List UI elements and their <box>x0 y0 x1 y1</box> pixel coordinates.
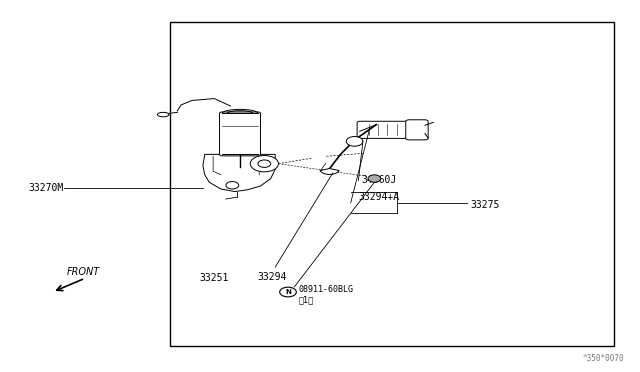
Text: 33270M: 33270M <box>29 183 64 193</box>
FancyBboxPatch shape <box>406 120 428 140</box>
Circle shape <box>226 182 239 189</box>
Circle shape <box>258 160 271 167</box>
Text: 33294: 33294 <box>257 272 287 282</box>
Wedge shape <box>320 169 339 174</box>
Text: FRONT: FRONT <box>67 267 100 276</box>
Bar <box>170 22 614 346</box>
Text: N: N <box>285 289 291 295</box>
Text: 34360J: 34360J <box>362 176 397 185</box>
Text: 33275: 33275 <box>470 200 500 209</box>
Text: （1）: （1） <box>298 296 314 305</box>
Text: 33294+A: 33294+A <box>358 192 399 202</box>
FancyBboxPatch shape <box>357 121 408 138</box>
Text: 33251: 33251 <box>200 273 229 283</box>
Circle shape <box>368 175 381 182</box>
Text: ^350*0070: ^350*0070 <box>582 354 624 363</box>
Circle shape <box>250 155 278 172</box>
Text: 08911-60BLG: 08911-60BLG <box>298 285 353 294</box>
Ellipse shape <box>157 112 169 117</box>
Circle shape <box>280 287 296 297</box>
Circle shape <box>346 137 363 146</box>
Polygon shape <box>203 154 275 192</box>
FancyBboxPatch shape <box>220 112 260 156</box>
